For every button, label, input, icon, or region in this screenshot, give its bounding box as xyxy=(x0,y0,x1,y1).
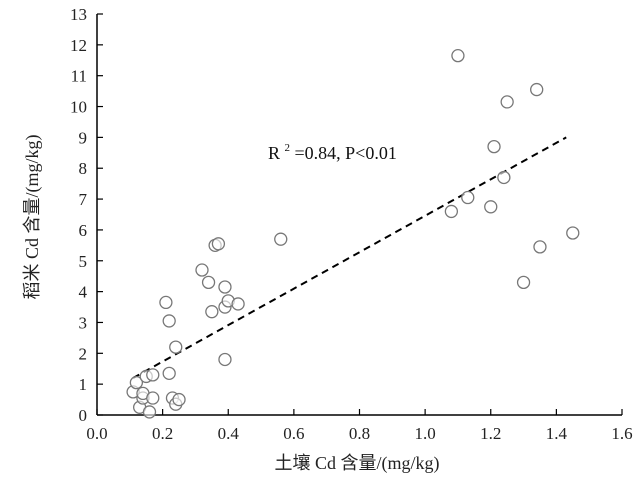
data-point xyxy=(461,190,475,205)
data-point xyxy=(211,237,226,251)
y-tick-label: 1 xyxy=(79,375,88,394)
data-point xyxy=(231,297,245,311)
data-point xyxy=(566,226,580,240)
x-tick-label: 0.4 xyxy=(218,424,240,443)
data-point xyxy=(159,295,173,310)
data-point xyxy=(500,95,514,109)
y-tick-label: 3 xyxy=(79,313,88,332)
data-point xyxy=(444,204,459,219)
data-point xyxy=(201,275,216,290)
data-point xyxy=(162,366,176,381)
data-point xyxy=(142,405,157,419)
y-tick-label: 11 xyxy=(71,67,87,86)
data-point xyxy=(195,263,209,277)
data-point xyxy=(533,240,547,254)
data-point xyxy=(146,391,160,405)
x-tick-label: 0.2 xyxy=(152,424,173,443)
r-squared-annotation: R 2 =0.84, P<0.01 xyxy=(268,135,397,163)
data-point xyxy=(146,368,160,382)
data-point xyxy=(172,392,186,407)
data-point xyxy=(484,200,498,214)
annotation-sup: 2 xyxy=(285,142,291,154)
annotation-prefix: R xyxy=(268,143,280,163)
data-point xyxy=(162,314,176,328)
data-point xyxy=(218,352,232,367)
x-tick-label: 0.0 xyxy=(86,424,107,443)
data-point xyxy=(129,375,144,390)
x-tick-label: 1.0 xyxy=(415,424,436,443)
x-axis-title: 土壤 Cd 含量/(mg/kg) xyxy=(275,453,440,474)
y-tick-label: 13 xyxy=(70,5,87,24)
annotation-suffix: =0.84, P<0.01 xyxy=(295,143,397,163)
x-tick-label: 1.2 xyxy=(480,424,501,443)
data-point xyxy=(274,232,288,246)
data-point xyxy=(169,340,183,354)
data-point xyxy=(218,280,232,294)
y-tick-label: 10 xyxy=(70,98,87,117)
y-tick-label: 7 xyxy=(79,190,88,209)
data-point xyxy=(487,139,501,154)
y-tick-label: 0 xyxy=(79,406,88,425)
y-axis-title: 稻米 Cd 含量/(mg/kg) xyxy=(22,134,43,299)
data-point xyxy=(530,82,544,97)
y-tick-label: 5 xyxy=(79,252,88,271)
y-tick-label: 12 xyxy=(70,36,87,55)
data-point xyxy=(451,48,465,63)
data-point xyxy=(497,170,511,185)
data-point xyxy=(205,305,219,319)
x-tick-label: 0.8 xyxy=(349,424,370,443)
y-tick-label: 2 xyxy=(79,344,88,363)
y-tick-label: 9 xyxy=(79,128,88,147)
data-point xyxy=(516,275,531,290)
trendline xyxy=(132,136,567,379)
y-tick-label: 6 xyxy=(79,221,88,240)
x-tick-label: 0.6 xyxy=(283,424,304,443)
y-tick-label: 4 xyxy=(79,283,88,302)
x-tick-label: 1.6 xyxy=(611,424,632,443)
y-tick-label: 8 xyxy=(79,159,88,178)
x-tick-label: 1.4 xyxy=(546,424,568,443)
